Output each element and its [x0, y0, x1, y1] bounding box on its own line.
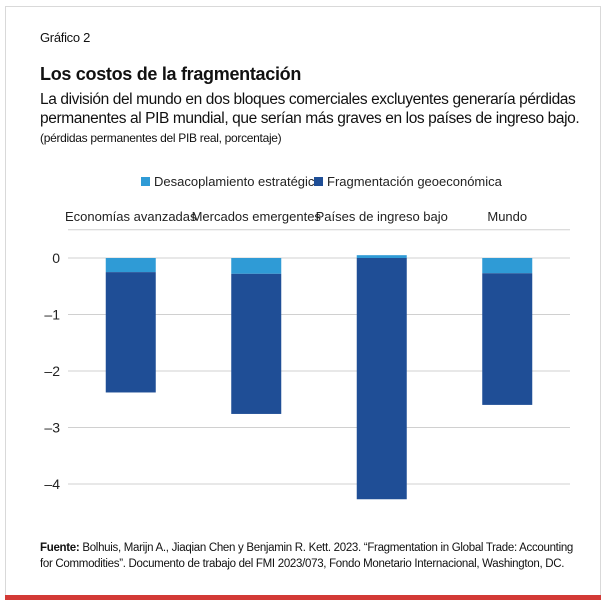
legend-swatch [141, 177, 150, 186]
y-tick-label: –3 [44, 420, 60, 436]
y-tick-label: –4 [44, 476, 60, 492]
legend-label: Desacoplamiento estratégico [154, 174, 322, 189]
category-label: Países de ingreso bajo [316, 209, 448, 224]
bar-segment [105, 272, 156, 393]
chart-subtitle: La división del mundo en dos bloques com… [40, 91, 580, 127]
legend-swatch [314, 177, 323, 186]
source-label: Fuente: [40, 542, 80, 554]
category-label: Mundo [487, 209, 527, 224]
bottom-accent-bar [5, 595, 601, 600]
bar-segment [231, 273, 282, 414]
category-label: Mercados emergentes [192, 209, 322, 224]
bar-segment [356, 255, 407, 258]
y-tick-label: –2 [44, 363, 60, 379]
chart-units: (pérdidas permanentes del PIB real, porc… [40, 131, 282, 145]
bar-chart: 0 –1 –2 –3 –4 Desacoplamiento estratégico Frag… [44, 174, 570, 500]
bar-segment [231, 258, 282, 274]
source-note: Fuente: Bolhuis, Marijn A., Jiaqian Chen… [40, 540, 580, 572]
legend-label: Fragmentación geoeconómica [327, 174, 503, 189]
source-text: Bolhuis, Marijn A., Jiaqian Chen y Benja… [40, 542, 574, 570]
category-label: Economías avanzadas [65, 209, 197, 224]
bar-segment [105, 258, 156, 273]
bar-segment [482, 258, 533, 274]
bar-segment [356, 258, 407, 500]
bar-segment [482, 273, 533, 405]
y-tick-label: –1 [44, 307, 60, 323]
figure-label: Gráfico 2 [40, 30, 91, 45]
y-tick-label: 0 [52, 250, 60, 266]
chart-title: Los costos de la fragmentación [40, 64, 302, 84]
